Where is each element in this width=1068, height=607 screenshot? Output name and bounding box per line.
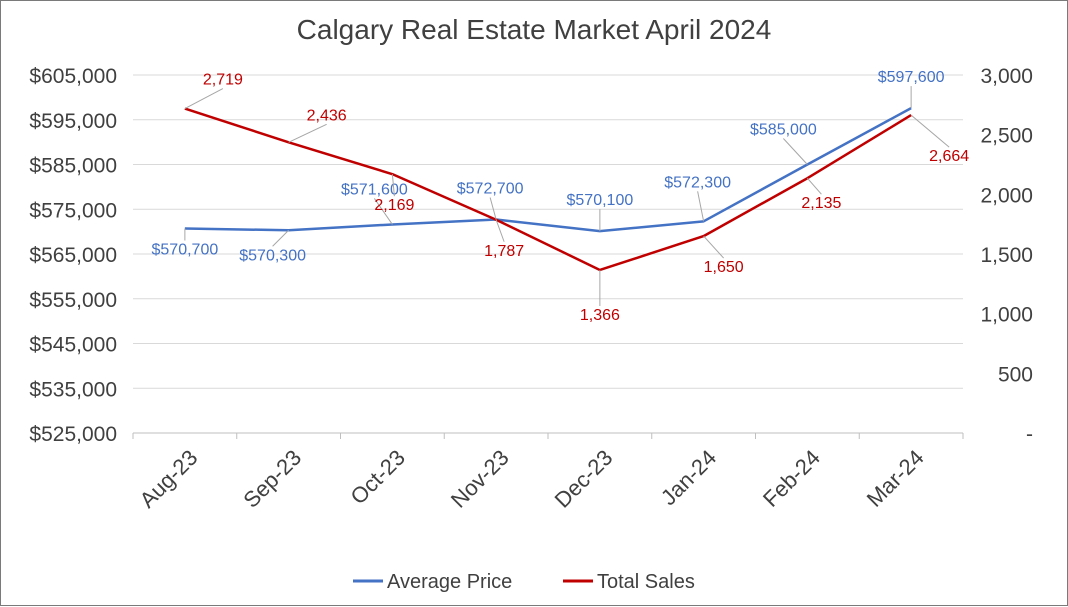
label-leader-line — [288, 123, 327, 143]
x-tick-label: Feb-24 — [758, 445, 825, 512]
label-leader-line — [697, 191, 705, 222]
label-leader-line — [184, 88, 224, 109]
price-data-label: $585,000 — [750, 122, 817, 139]
label-leader-line — [373, 198, 393, 225]
sales-data-label: 2,135 — [801, 195, 841, 212]
right-y-tick-label: - — [1026, 423, 1033, 446]
sales-data-label: 1,650 — [704, 259, 744, 276]
left-y-tick-label: $565,000 — [29, 244, 117, 267]
legend: Average Price Total Sales — [353, 571, 695, 593]
right-y-axis: 3,000 2,500 2,000 1,500 1,000 500 - — [980, 65, 1033, 446]
legend-label: Average Price — [387, 571, 512, 593]
sales-data-label: 2,664 — [929, 148, 969, 165]
chart-title: Calgary Real Estate Market April 2024 — [297, 14, 772, 45]
label-leader-line — [495, 219, 505, 242]
right-y-tick-label: 500 — [998, 363, 1033, 386]
price-data-label: $570,100 — [567, 192, 634, 209]
left-y-tick-label: $605,000 — [29, 65, 117, 88]
x-tick-label: Sep-23 — [238, 445, 306, 513]
x-tick-label: Mar-24 — [862, 445, 929, 512]
right-y-tick-label: 2,000 — [980, 184, 1033, 207]
legend-item: Average Price — [353, 571, 512, 593]
label-leader-line — [489, 197, 497, 220]
sales-data-label: 1,366 — [580, 307, 620, 324]
total-sales-line — [184, 107, 912, 272]
x-tick-label: Oct-23 — [346, 445, 410, 509]
data-labels: $570,700 $570,300 $571,600 $572,700 $570,100… — [152, 69, 970, 324]
left-y-tick-label: $575,000 — [29, 199, 117, 222]
right-y-tick-label: 3,000 — [980, 65, 1033, 88]
price-data-label: $571,600 — [341, 181, 408, 198]
average-price-line — [184, 107, 912, 233]
label-leader-line — [910, 114, 950, 148]
x-axis: Aug-23 Sep-23 Oct-23 Nov-23 Dec-23 Jan-24 Feb-… — [135, 445, 929, 513]
label-leader-line — [783, 138, 808, 165]
x-tick-label: Aug-23 — [135, 445, 203, 513]
left-y-tick-label: $525,000 — [29, 423, 117, 446]
left-y-tick-label: $555,000 — [29, 289, 117, 312]
sales-data-label: 2,436 — [307, 107, 347, 124]
x-tick-label: Dec-23 — [550, 445, 618, 513]
x-tick-label: Nov-23 — [446, 445, 514, 513]
series-lines — [184, 107, 912, 272]
price-data-label: $572,300 — [664, 174, 731, 191]
label-leader-line — [703, 235, 724, 259]
price-data-label: $597,600 — [878, 69, 945, 86]
left-y-tick-label: $595,000 — [29, 110, 117, 133]
price-data-label: $570,700 — [152, 241, 219, 258]
x-tick-label: Jan-24 — [656, 445, 721, 510]
label-leader-line — [272, 229, 289, 247]
label-leader-line — [391, 174, 395, 197]
sales-data-label: 1,787 — [484, 243, 524, 260]
left-y-tick-label: $545,000 — [29, 334, 117, 357]
label-leader-line — [806, 177, 822, 195]
left-y-axis: $605,000 $595,000 $585,000 $575,000 $565,000… — [29, 65, 117, 446]
price-data-label: $572,700 — [457, 181, 524, 198]
left-y-tick-label: $585,000 — [29, 155, 117, 178]
gridlines — [132, 74, 964, 439]
legend-item: Total Sales — [563, 571, 695, 593]
right-y-tick-label: 1,500 — [980, 244, 1033, 267]
left-y-tick-label: $535,000 — [29, 378, 117, 401]
legend-label: Total Sales — [597, 571, 695, 593]
right-y-tick-label: 2,500 — [980, 125, 1033, 148]
sales-data-label: 2,169 — [374, 197, 414, 214]
price-data-label: $570,300 — [239, 247, 306, 264]
sales-data-label: 2,719 — [203, 72, 243, 89]
right-y-tick-label: 1,000 — [980, 304, 1033, 327]
